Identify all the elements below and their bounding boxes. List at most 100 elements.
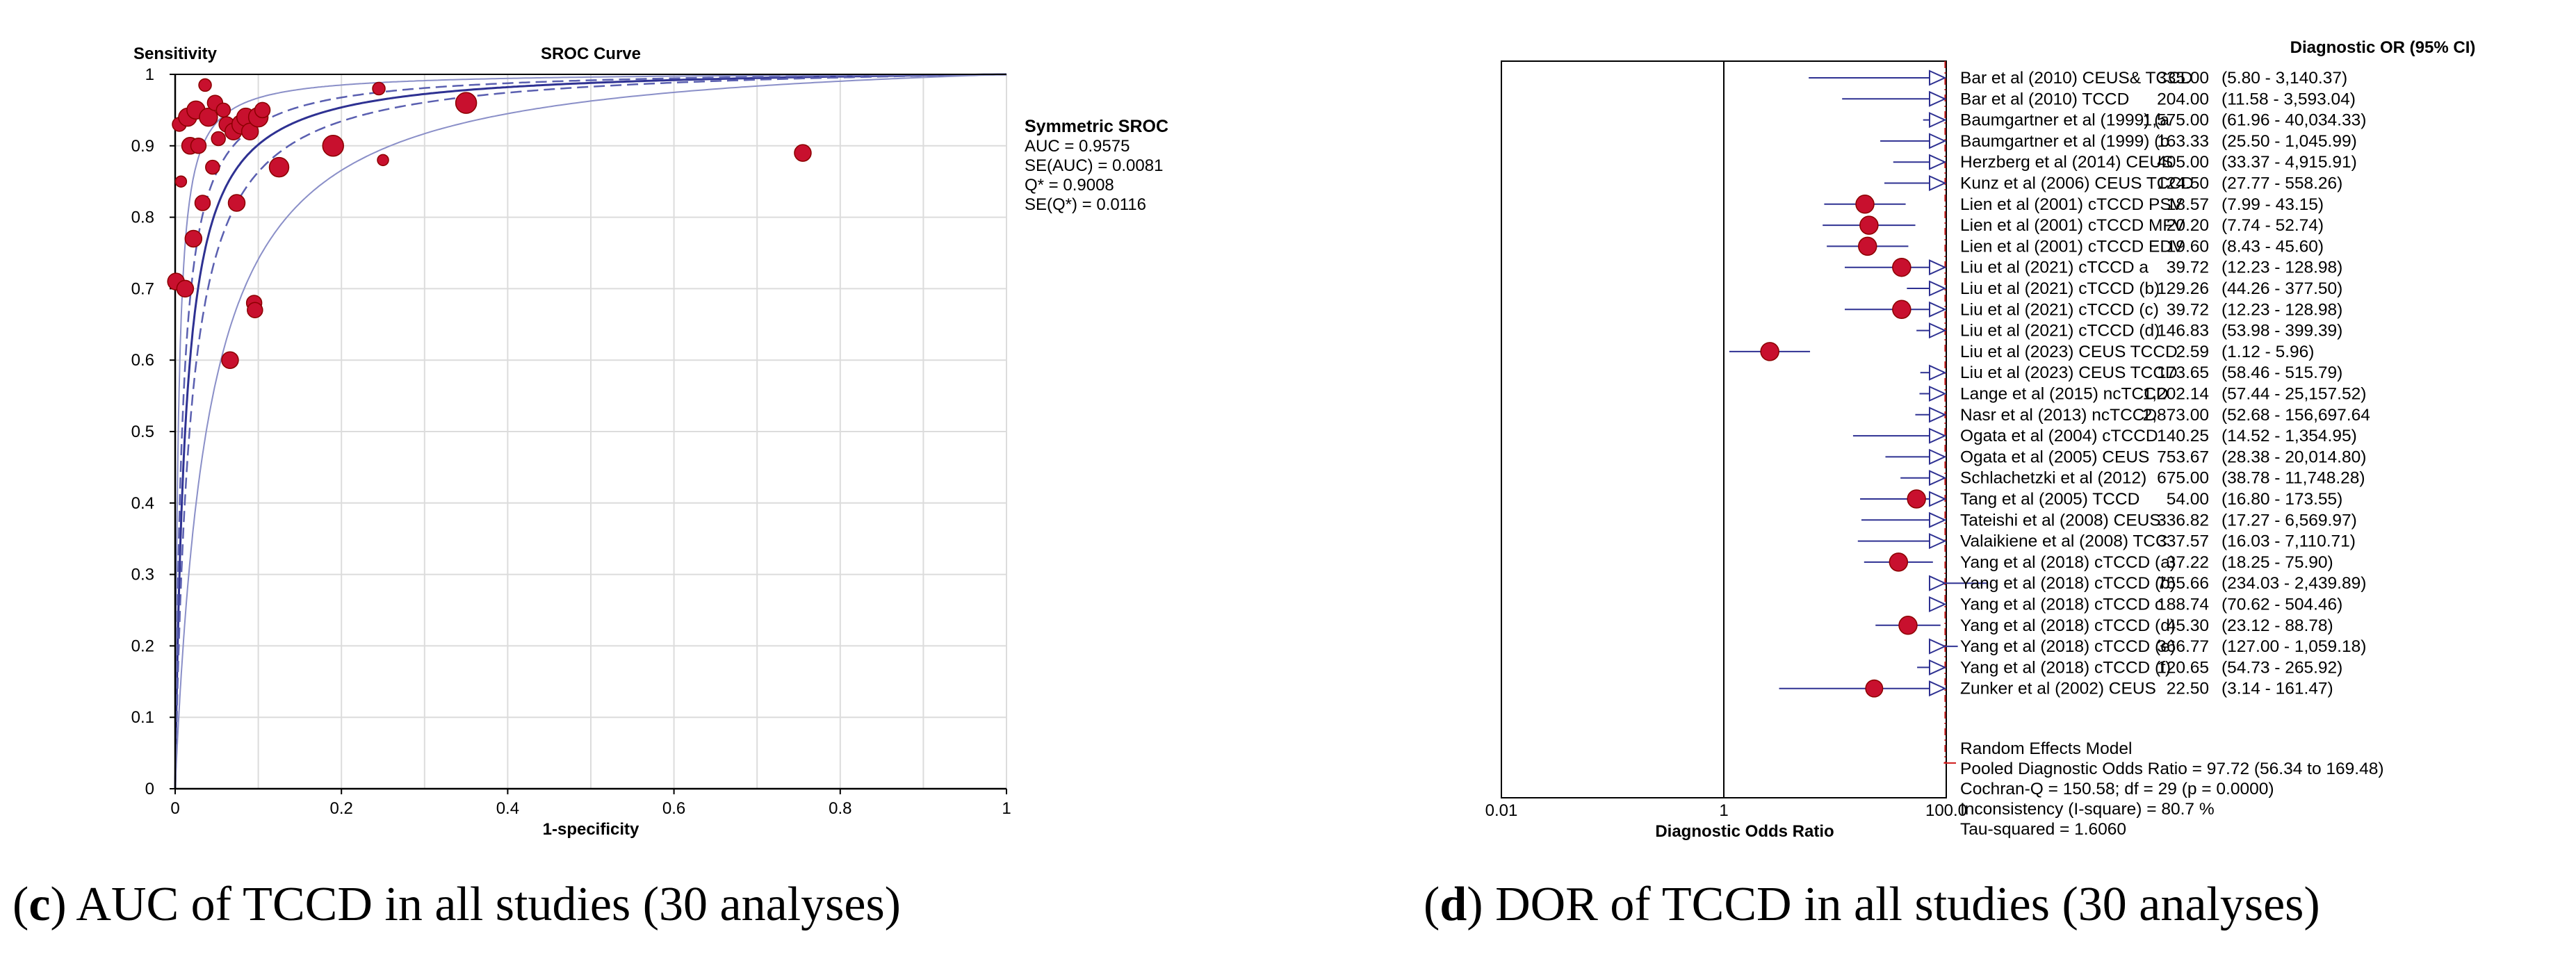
ci-arrow [1929, 90, 1947, 107]
legend-line: SE(AUC) = 0.0081 [1025, 156, 1163, 175]
ci-arrow [1929, 491, 1947, 507]
study-label: Yang et al (2018) cTCCD (e) [1960, 637, 2176, 656]
study-label: Baumgartner et al (1999) (b [1960, 132, 2169, 151]
study-point [322, 135, 344, 157]
study-label: Ogata et al (2005) CEUS [1960, 448, 2149, 466]
study-label: Tang et al (2005) TCCD [1960, 490, 2139, 509]
sroc-pred-upper [174, 74, 1006, 789]
study-point [184, 229, 203, 248]
study-label: Liu et al (2021) cTCCD (b) [1960, 279, 2160, 298]
y-tick-label: 0.4 [131, 494, 154, 513]
ci-arrow [1929, 280, 1947, 297]
summary-line: Inconsistency (I-square) = 80.7 % [1960, 800, 2215, 819]
x-tick-label: 1 [1719, 801, 1728, 820]
study-point [372, 81, 386, 96]
study-ci: (16.80 - 173.55) [2222, 490, 2342, 509]
chart-title: SROC Curve [541, 44, 641, 63]
forest-title: Diagnostic OR (95% CI) [2290, 38, 2476, 57]
study-ci: (53.98 - 399.39) [2222, 322, 2342, 341]
study-ci: (38.78 - 11,748.28) [2222, 469, 2365, 488]
study-label: Ogata et al (2004) cTCCD [1960, 427, 2158, 445]
ci-arrow [1929, 364, 1947, 381]
sroc-chart: 0 0.1 0.2 0.3 0.4 0.5 0.6 0.7 0.8 0.9 1 0 0.2 0.4 0.6 0… [131, 44, 1168, 839]
study-ci: (57.44 - 25,157.52) [2222, 385, 2366, 404]
study-label: Yang et al (2018) cTCCD (b) [1960, 574, 2176, 593]
study-ci: (23.12 - 88.78) [2222, 616, 2333, 635]
study-point [198, 78, 212, 92]
ci-arrow [1929, 112, 1947, 129]
study-or: 755.66 [2157, 574, 2209, 593]
summary-line: Random Effects Model [1960, 739, 2132, 758]
ci-arrow [1929, 174, 1947, 192]
ci-arrow [1929, 659, 1947, 675]
study-label: Lien et al (2001) cTCCD PSV [1960, 195, 2183, 214]
study-or: 335.00 [2157, 69, 2209, 88]
x-tick-label: 1 [1002, 799, 1011, 818]
study-ci: (14.52 - 1,354.95) [2222, 427, 2357, 445]
study-estimate [1858, 236, 1877, 256]
caption-right-text: DOR of TCCD in all studies (30 analyses) [1483, 878, 2320, 931]
ci-arrow [1929, 133, 1947, 149]
study-estimate [1855, 195, 1875, 214]
y-tick-label: 0.3 [131, 566, 154, 584]
legend-line: AUC = 0.9575 [1025, 137, 1130, 156]
study-point [199, 107, 218, 127]
study-point [194, 195, 211, 211]
study-ci: (28.38 - 20,014.80) [2222, 448, 2366, 466]
study-label: Herzberg et al (2014) CEUS [1960, 153, 2173, 172]
study-estimate [1907, 489, 1926, 509]
study-label: Liu et al (2021) cTCCD a [1960, 259, 2149, 277]
x-tick-label: 0.01 [1485, 801, 1518, 820]
study-or: 173.65 [2157, 363, 2209, 382]
study-label: Liu et al (2021) cTCCD (c) [1960, 300, 2159, 319]
y-tick-label: 0.5 [131, 423, 154, 441]
study-ci: (18.25 - 75.90) [2222, 553, 2333, 572]
x-tick-label: 100.0 [1925, 801, 1967, 820]
study-or: 19.60 [2167, 237, 2209, 256]
study-point [268, 156, 290, 178]
y-tick-label: 0 [145, 780, 154, 798]
study-or: 39.72 [2167, 259, 2209, 277]
study-ci: (234.03 - 2,439.89) [2222, 574, 2366, 593]
y-tick-label: 0.7 [131, 279, 154, 298]
study-ci: (27.77 - 558.26) [2222, 174, 2342, 193]
study-ci: (61.96 - 40,034.33) [2222, 111, 2366, 130]
study-label: Liu et al (2023) CEUS TCCD [1960, 363, 2178, 382]
study-or: 2,873.00 [2143, 406, 2209, 425]
study-or: 1,575.00 [2143, 111, 2209, 130]
caption-right: (d) DOR of TCCD in all studies (30 analy… [1424, 878, 2320, 931]
summary-line: Pooled Diagnostic Odds Ratio = 97.72 (56… [1960, 760, 2384, 778]
y-tick-label: 1 [145, 65, 154, 84]
ci-arrow [1929, 322, 1947, 339]
study-label: Liu et al (2023) CEUS TCCD [1960, 343, 2178, 361]
legend-title: Symmetric SROC [1025, 117, 1168, 136]
study-label: Baumgartner et al (1999) (a [1960, 111, 2169, 130]
study-ci: (12.23 - 128.98) [2222, 259, 2342, 277]
summary-line: Tau-squared = 1.6060 [1960, 820, 2126, 839]
study-ci: (12.23 - 128.98) [2222, 300, 2342, 319]
study-label: Yang et al (2018) cTCCD (f) [1960, 658, 2171, 677]
y-tick-label: 0.6 [131, 351, 154, 370]
y-tick-label: 0.1 [131, 708, 154, 727]
study-ci: (54.73 - 265.92) [2222, 658, 2342, 677]
study-ci: (11.58 - 3,593.04) [2222, 90, 2356, 108]
study-ci: (70.62 - 504.46) [2222, 596, 2342, 614]
x-tick-label: 0.8 [829, 799, 851, 818]
study-label: Yang et al (2018) cTCCD c [1960, 596, 2163, 614]
study-or: 204.00 [2157, 90, 2209, 108]
study-or: 405.00 [2157, 153, 2209, 172]
y-tick-label: 0.8 [131, 208, 154, 227]
study-point [176, 279, 195, 298]
study-label: Yang et al (2018) cTCCD (d) [1960, 616, 2176, 635]
sroc-pred-lower [174, 74, 1007, 789]
ci-arrow [1929, 575, 1947, 591]
study-point [247, 302, 263, 318]
study-ci: (5.80 - 3,140.37) [2222, 69, 2347, 88]
study-or: 22.50 [2167, 680, 2209, 698]
study-point [455, 92, 478, 114]
study-ci: (25.50 - 1,045.99) [2222, 132, 2357, 151]
caption-left-text: AUC of TCCD in all studies (30 analyses) [66, 878, 901, 931]
x-tick-label: 0.4 [496, 799, 519, 818]
study-point [377, 154, 389, 167]
study-label: Bar et al (2010) CEUS& TCCD [1960, 69, 2193, 88]
